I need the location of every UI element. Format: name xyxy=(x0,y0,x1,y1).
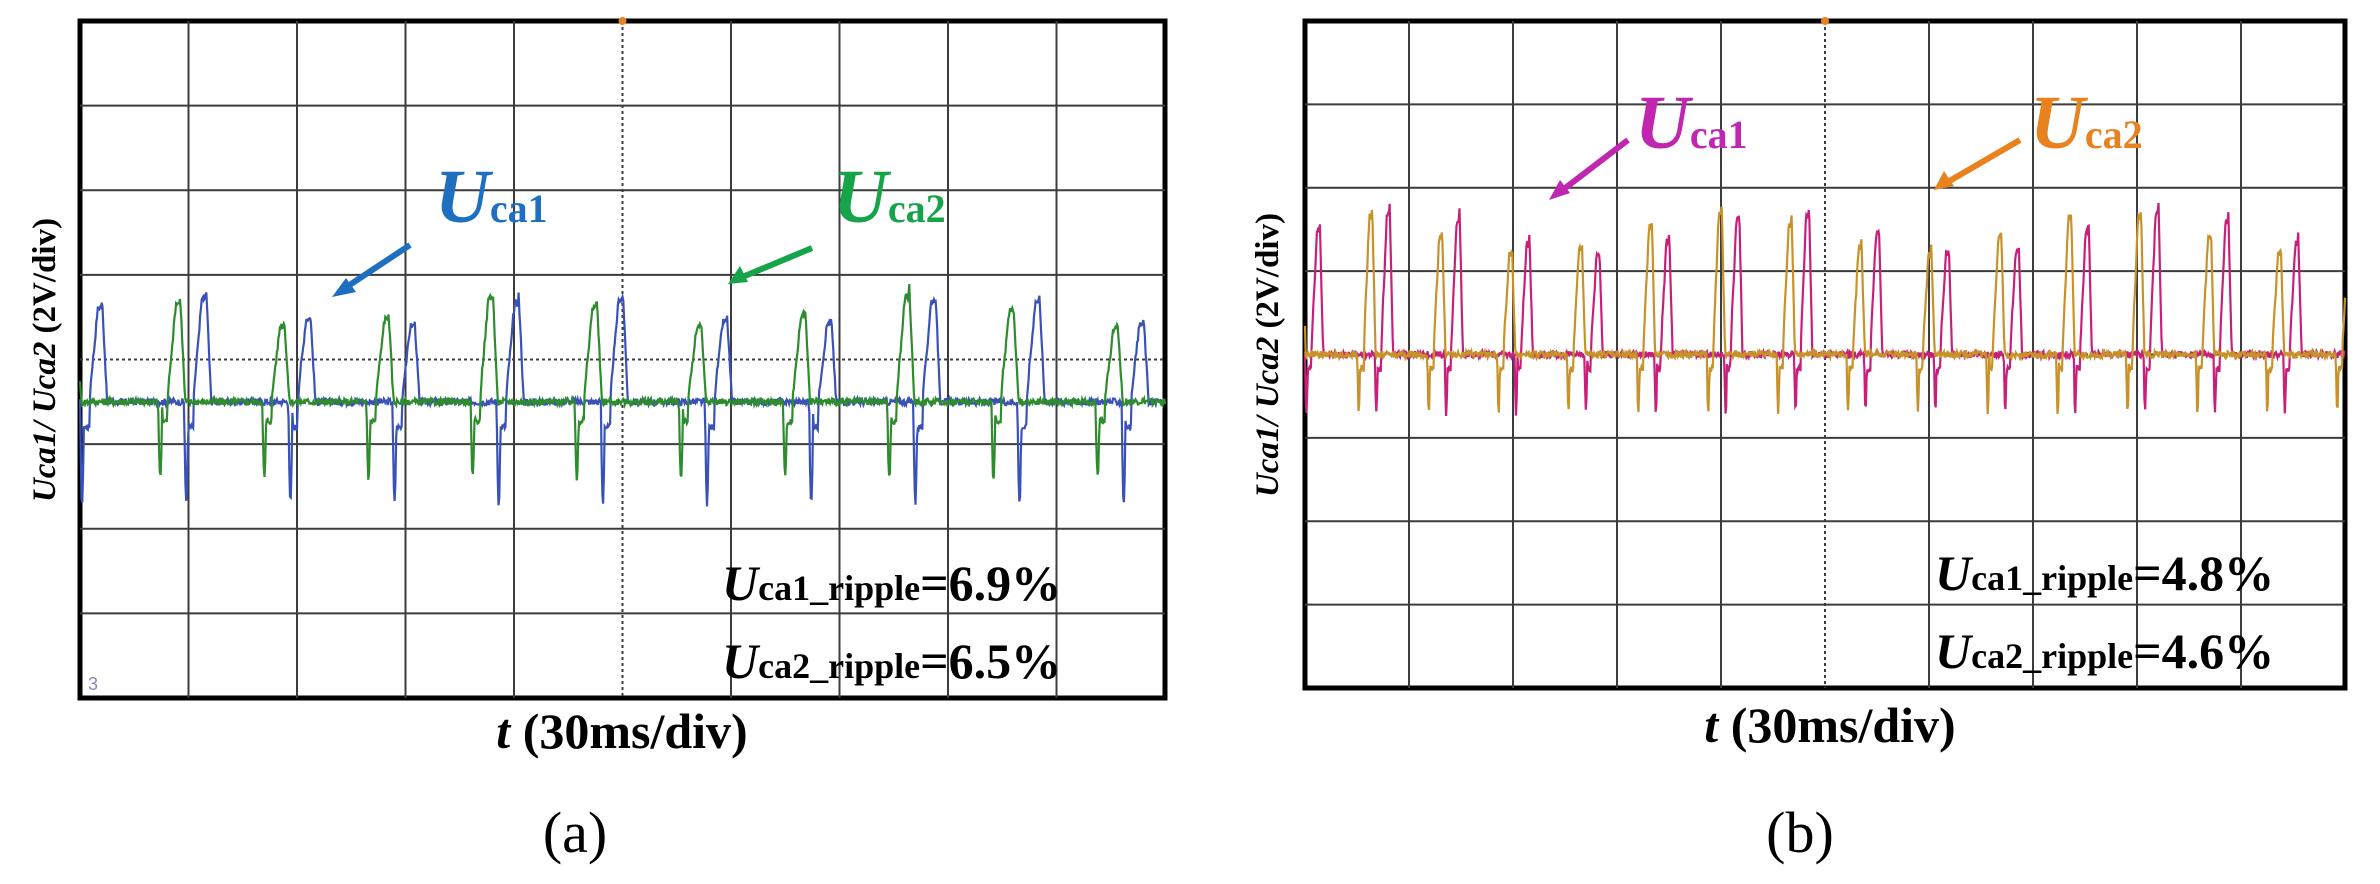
annotation-uca1-b: Uca1 xyxy=(1549,81,1748,200)
y-axis-label-a: Uca1/ Uca2 (2V/div) xyxy=(27,218,63,502)
x-axis-label-b: t (30ms/div) xyxy=(1704,697,1955,753)
trigger-marker xyxy=(1821,17,1829,25)
svg-text:Uca2: Uca2 xyxy=(833,155,946,239)
svg-text:Uca1: Uca1 xyxy=(435,155,548,239)
annotation-uca2-a: Uca2 xyxy=(728,155,946,284)
arrowhead-uca2-a xyxy=(728,266,748,284)
ripple-uca2-a: Uca2_ripple=6.5% xyxy=(722,633,1061,689)
trigger-marker xyxy=(618,17,627,25)
arrow-uca1-b xyxy=(1558,137,1630,195)
ripple-uca1-b: Uca1_ripple=4.8% xyxy=(1935,545,2274,601)
panel-b: Uca1 Uca2 Uca1_ripple=4.8% Uca2_ripple=4… xyxy=(1250,17,2348,865)
x-axis-label-a: t (30ms/div) xyxy=(496,703,747,759)
ripple-uca1-a: Uca1_ripple=6.9% xyxy=(722,555,1061,611)
series-a xyxy=(78,284,1167,507)
arrowhead-uca1-a xyxy=(332,278,356,297)
annotation-uca1-a: Uca1 xyxy=(332,155,548,297)
arrowhead-uca2-b xyxy=(1934,171,1954,190)
series-b xyxy=(1303,202,2347,417)
series-line-uca2 xyxy=(78,284,1167,481)
arrow-uca1-a xyxy=(340,242,412,293)
series-line-uca2 xyxy=(1303,206,2347,415)
panel-label-a: (a) xyxy=(543,800,607,865)
annotation-uca2-b: Uca2 xyxy=(1934,81,2143,190)
y-axis-label-b: Uca1/ Uca2 (2V/div) xyxy=(1250,213,1286,497)
arrow-uca2-b xyxy=(1944,137,2022,186)
grid-a xyxy=(80,17,1165,698)
arrowhead-uca1-b xyxy=(1549,180,1570,200)
panel-label-b: (b) xyxy=(1766,800,1834,865)
panel-a: 3 Uca1 Uca2 Uca1_ripple=6.9% Uca2_ripple… xyxy=(27,17,1168,865)
channel-marker-a: 3 xyxy=(88,674,98,694)
ripple-uca2-b: Uca2_ripple=4.6% xyxy=(1935,623,2274,679)
svg-text:Uca2: Uca2 xyxy=(2030,81,2143,165)
arrow-uca2-a xyxy=(738,245,814,281)
svg-text:Uca1: Uca1 xyxy=(1635,81,1748,165)
